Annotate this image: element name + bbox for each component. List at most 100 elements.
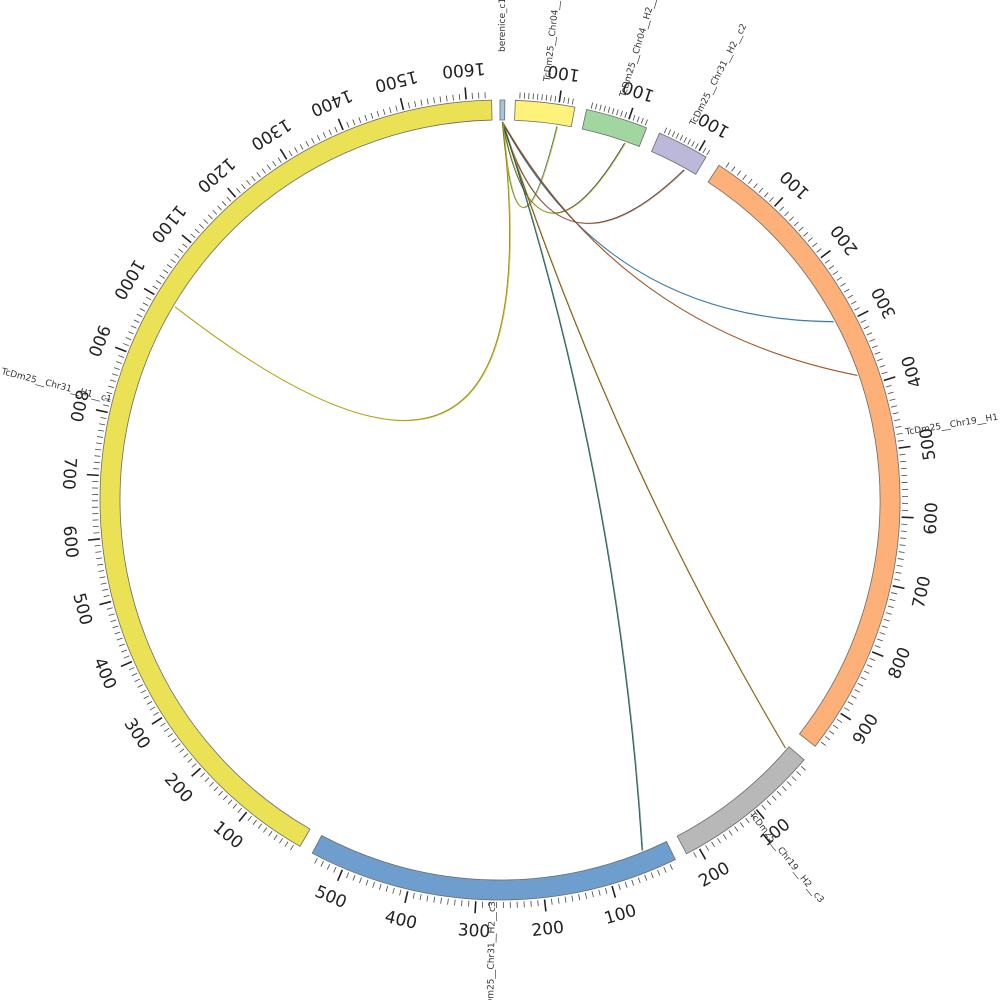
tick-minor — [592, 891, 593, 897]
tick-minor — [96, 443, 102, 444]
tick-minor — [97, 436, 103, 437]
segment-berenice-c11[interactable] — [500, 100, 505, 120]
tick-minor — [801, 766, 805, 770]
tick-minor — [188, 759, 193, 763]
tick-major — [88, 539, 100, 540]
segment-tcdm25-chr31-h1-c1[interactable] — [100, 100, 492, 846]
tick-minor — [98, 430, 104, 431]
tick-minor — [891, 593, 897, 594]
tick-minor — [104, 595, 110, 596]
tick-major — [559, 91, 561, 103]
segment-tcdm25-chr31-h2-c2[interactable] — [652, 133, 706, 174]
tick-minor — [833, 725, 838, 728]
tick-label: 200 — [160, 769, 197, 807]
tick-label: 600 — [59, 525, 82, 559]
tick-major — [239, 812, 247, 821]
segment-tcdm25-chr31-h2-c3[interactable] — [312, 836, 675, 900]
tick-minor — [572, 896, 573, 902]
tick-minor — [434, 897, 435, 903]
segment-tcdm25-chr04-h2-c2[interactable] — [582, 109, 646, 146]
tick-minor — [222, 201, 226, 205]
tick-minor — [323, 132, 326, 137]
tick-label: 1300 — [247, 114, 294, 154]
tick-label: 300 — [120, 715, 154, 753]
tick-major — [775, 198, 783, 207]
tick-minor — [223, 795, 227, 799]
tick-minor — [889, 399, 895, 400]
tick-minor — [897, 565, 903, 566]
tick-minor — [707, 150, 710, 155]
tick-minor — [676, 133, 679, 138]
tick-minor — [898, 559, 904, 560]
tick-label: 400 — [383, 907, 419, 934]
link-tcdm25-chr31-h2-c3 — [503, 122, 643, 850]
segment-tcdm25-chr04-h2-c1[interactable] — [515, 100, 575, 126]
tick-minor — [300, 144, 303, 149]
tick-minor — [285, 842, 288, 847]
tick-label: 200 — [531, 918, 565, 941]
tick-minor — [258, 824, 262, 829]
tick-minor — [146, 297, 151, 300]
tick-minor — [616, 110, 618, 116]
tick-minor — [637, 116, 639, 122]
tick-minor — [373, 882, 375, 888]
tick-minor — [219, 791, 223, 795]
tick-label: 1100 — [147, 200, 190, 246]
tick-minor — [899, 454, 905, 455]
tick-minor — [263, 828, 266, 833]
tick-minor — [670, 864, 673, 869]
tick-minor — [787, 781, 791, 785]
tick-minor — [812, 243, 817, 247]
tick-minor — [400, 890, 401, 896]
tick-label: 1200 — [193, 153, 239, 197]
tick-minor — [706, 845, 709, 850]
tick-major — [902, 517, 914, 518]
segment-name-tcdm25-chr19-h1: TcDm25__Chr19__H1 — [904, 413, 999, 438]
tick-minor — [95, 449, 101, 450]
tick-minor — [641, 118, 643, 124]
tick-minor — [228, 800, 232, 804]
tick-minor — [605, 888, 607, 894]
tick-minor — [153, 286, 158, 289]
tick-minor — [888, 606, 894, 608]
tick-minor — [821, 742, 826, 746]
tick-minor — [111, 620, 117, 622]
tick-minor — [421, 100, 422, 106]
tick-minor — [817, 249, 822, 253]
tick-minor — [625, 112, 627, 118]
tick-minor — [192, 763, 197, 767]
tick-minor — [176, 744, 181, 748]
tick-minor — [785, 212, 789, 216]
tick-label: 1600 — [441, 58, 486, 82]
tick-minor — [867, 333, 872, 335]
tick-minor — [115, 632, 121, 634]
tick-minor — [858, 683, 863, 686]
tick-minor — [154, 712, 159, 715]
tick-minor — [160, 275, 165, 278]
tick-minor — [551, 95, 552, 101]
link-tcdm25-chr31-h2-c3 — [502, 122, 642, 850]
tick-minor — [551, 899, 552, 905]
tick-label: 100 — [602, 901, 639, 929]
tick-minor — [103, 405, 109, 406]
segment-tcdm25-chr19-h2-c3[interactable] — [677, 747, 804, 854]
tick-minor — [267, 165, 270, 170]
link-tcdm25-chr19-h2-c3 — [502, 122, 785, 748]
tick-minor — [723, 834, 726, 839]
tick-minor — [121, 650, 127, 652]
tick-minor — [877, 639, 883, 641]
tick-minor — [855, 690, 860, 693]
tick-minor — [579, 894, 580, 900]
tick-minor — [200, 773, 204, 777]
tick-minor — [737, 171, 741, 176]
tick-minor — [209, 782, 213, 786]
tick-minor — [248, 816, 252, 821]
tick-minor — [95, 545, 101, 546]
tick-minor — [867, 665, 872, 667]
tick-minor — [109, 614, 115, 616]
tick-minor — [735, 826, 739, 831]
tick-minor — [797, 771, 801, 775]
tick-major — [612, 886, 615, 898]
tick-minor — [389, 107, 391, 113]
tick-minor — [119, 644, 125, 646]
